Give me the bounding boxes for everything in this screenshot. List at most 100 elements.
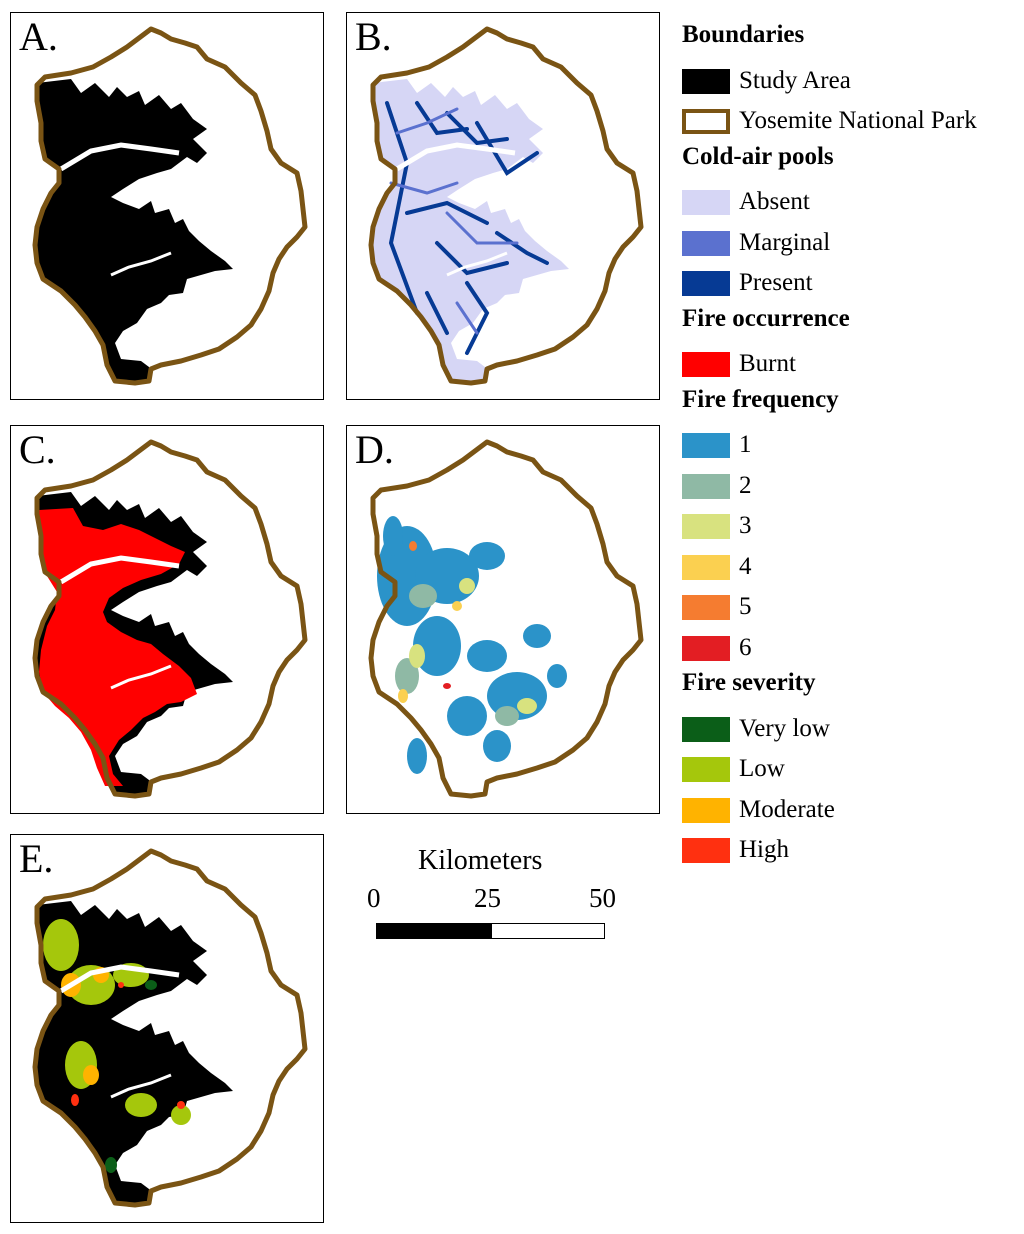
legend-label: 2 bbox=[739, 471, 752, 499]
fire-frequency-patch bbox=[383, 516, 403, 556]
fire-frequency-patch bbox=[409, 541, 417, 551]
legend-swatch bbox=[682, 109, 730, 134]
fire-frequency-patch bbox=[413, 616, 461, 676]
legend-label: Very low bbox=[739, 714, 830, 742]
legend-swatch bbox=[682, 230, 730, 256]
fire-frequency-patch bbox=[409, 644, 425, 668]
river-gap bbox=[59, 555, 180, 585]
legend-swatch bbox=[682, 797, 730, 823]
fire-severity-patch bbox=[171, 1105, 191, 1125]
scale-tick-label: 25 bbox=[474, 883, 501, 913]
legend-swatch bbox=[682, 635, 730, 661]
map-panel-c: C. bbox=[10, 425, 324, 814]
legend-swatch bbox=[682, 716, 730, 742]
fire-severity-patch bbox=[145, 980, 157, 990]
map-panel-e: E. bbox=[10, 834, 324, 1223]
fire-frequency-patch bbox=[443, 683, 451, 689]
legend-label: 6 bbox=[739, 633, 752, 661]
legend-heading-fire-frequency: Fire frequency bbox=[682, 385, 839, 413]
legend-label: 3 bbox=[739, 512, 752, 539]
legend-item-low: Low bbox=[682, 747, 1022, 788]
fire-severity-patch bbox=[125, 1093, 157, 1117]
fire-frequency-patch bbox=[469, 542, 505, 570]
map-legend: Boundaries Study Area Yosemite National … bbox=[682, 18, 1022, 869]
legend-heading-boundaries: Boundaries bbox=[682, 21, 805, 48]
legend-swatch bbox=[682, 757, 730, 782]
legend-swatch bbox=[682, 433, 730, 458]
scale-bar: Kilometers 0 25 50 bbox=[346, 845, 646, 955]
legend-item-park-boundary: Yosemite National Park bbox=[682, 99, 1022, 140]
fire-frequency-patch bbox=[407, 738, 427, 774]
map-c-graphic bbox=[32, 439, 308, 799]
fire-severity-patch bbox=[177, 1101, 185, 1109]
park-boundary-line bbox=[32, 26, 308, 386]
legend-label: Burnt bbox=[739, 350, 796, 377]
fire-severity-patch bbox=[83, 1065, 99, 1085]
legend-label: High bbox=[739, 836, 789, 863]
fire-severity-patch bbox=[71, 1094, 79, 1106]
river-gap bbox=[110, 251, 172, 277]
fire-frequency-patch bbox=[483, 730, 511, 762]
fire-frequency-patch bbox=[459, 578, 475, 594]
park-boundary-line bbox=[368, 439, 644, 799]
legend-label: 4 bbox=[739, 552, 752, 580]
legend-label: Absent bbox=[739, 188, 810, 215]
fire-severity-patch bbox=[105, 1157, 117, 1173]
fire-severity-patch bbox=[118, 982, 124, 988]
cold-air-pool-present bbox=[385, 101, 549, 355]
legend-item-frequency-6: 6 bbox=[682, 626, 1022, 667]
legend-swatch bbox=[682, 595, 730, 620]
scale-tick-label: 0 bbox=[367, 883, 381, 913]
map-b-graphic bbox=[368, 26, 644, 386]
fire-frequency-patch bbox=[447, 696, 487, 736]
map-d-graphic bbox=[368, 439, 644, 799]
legend-item-frequency-4: 4 bbox=[682, 545, 1022, 586]
legend-item-frequency-1: 1 bbox=[682, 423, 1022, 464]
scale-bar-segment-light bbox=[491, 923, 605, 939]
map-a-graphic bbox=[32, 26, 308, 386]
legend-item-frequency-5: 5 bbox=[682, 585, 1022, 626]
scale-tick-label: 50 bbox=[589, 883, 616, 913]
legend-swatch bbox=[682, 514, 730, 539]
fire-frequency-patch bbox=[409, 584, 437, 608]
legend-heading-cold-air-pools: Cold-air pools bbox=[682, 142, 834, 170]
legend-swatch bbox=[682, 190, 730, 215]
legend-item-very-low: Very low bbox=[682, 707, 1022, 748]
legend-swatch bbox=[682, 554, 730, 580]
legend-label: Marginal bbox=[739, 228, 831, 256]
park-boundary-line bbox=[368, 26, 644, 386]
legend-item-study-area: Study Area bbox=[682, 59, 1022, 100]
fire-frequency-patch bbox=[452, 601, 462, 611]
fire-frequency-patch bbox=[547, 664, 567, 688]
legend-item-present: Present bbox=[682, 261, 1022, 302]
park-boundary-line bbox=[32, 439, 308, 799]
map-panel-b: B. bbox=[346, 12, 660, 400]
legend-swatch bbox=[682, 838, 730, 863]
legend-label: Study Area bbox=[739, 66, 851, 94]
panel-label-d: D. bbox=[355, 427, 394, 472]
panel-label-e: E. bbox=[19, 836, 54, 881]
river-gap bbox=[110, 1073, 172, 1099]
panel-label-b: B. bbox=[355, 14, 392, 59]
park-boundary-line bbox=[32, 848, 308, 1208]
legend-item-moderate: Moderate bbox=[682, 788, 1022, 829]
river-gap bbox=[395, 142, 516, 172]
panel-label-c: C. bbox=[19, 427, 56, 472]
legend-label: Low bbox=[739, 755, 785, 782]
fire-frequency-patch bbox=[517, 698, 537, 714]
legend-item-burnt: Burnt bbox=[682, 342, 1022, 383]
legend-label: Moderate bbox=[739, 795, 835, 823]
fire-frequency-patch bbox=[523, 624, 551, 648]
legend-swatch bbox=[682, 352, 730, 377]
legend-item-marginal: Marginal bbox=[682, 221, 1022, 262]
burnt-area bbox=[39, 508, 197, 786]
river-gap bbox=[59, 964, 180, 994]
map-panel-d: D. bbox=[346, 425, 660, 814]
legend-item-frequency-2: 2 bbox=[682, 464, 1022, 505]
fire-frequency-patch bbox=[398, 689, 408, 703]
legend-heading-fire-occurrence: Fire occurrence bbox=[682, 304, 850, 332]
legend-item-high: High bbox=[682, 828, 1022, 869]
park-interior bbox=[371, 442, 641, 796]
fire-frequency-patch bbox=[495, 706, 519, 726]
legend-swatch bbox=[682, 68, 730, 94]
